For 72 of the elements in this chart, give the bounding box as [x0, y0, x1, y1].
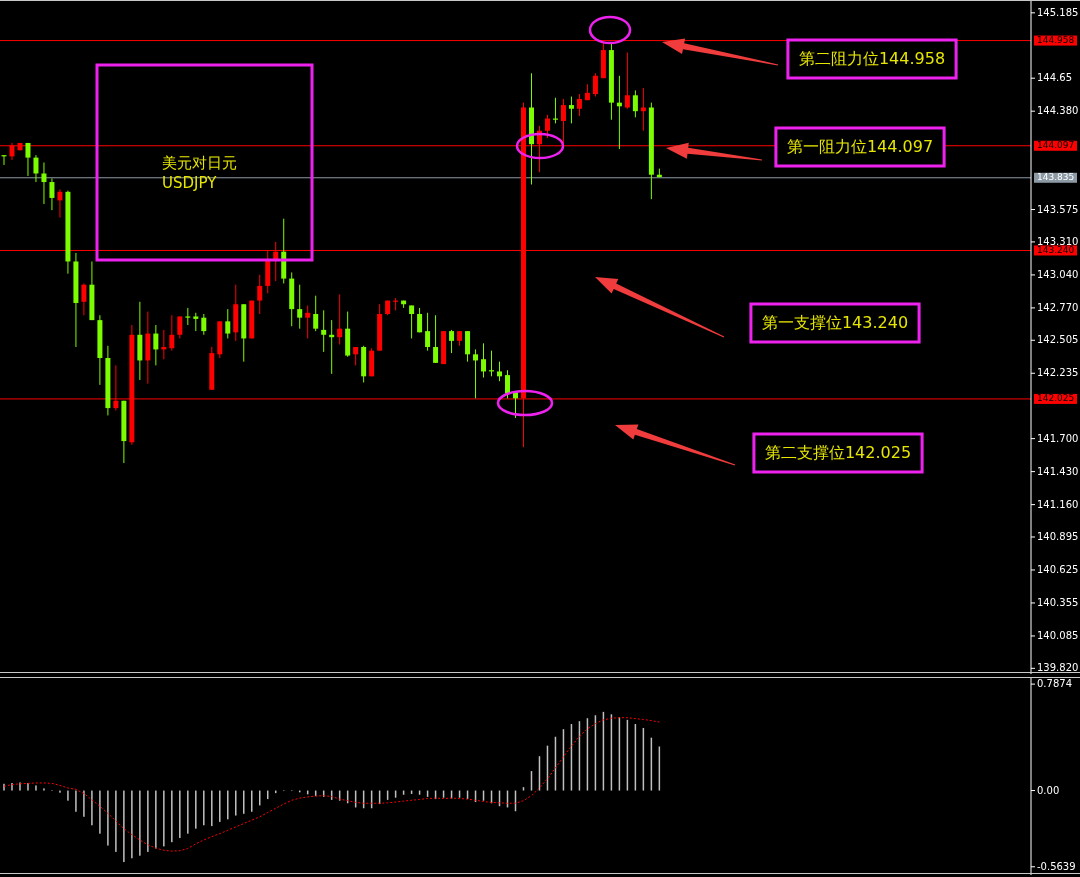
- y-tick-label: 142.505: [1037, 334, 1079, 346]
- y-tick-label: 139.820: [1037, 662, 1079, 674]
- candlestick: [505, 369, 511, 399]
- y-tick-label: 0.7874: [1037, 678, 1072, 690]
- annotation: 第二支撑位142.025: [764, 442, 912, 462]
- price-label: 144.958: [1034, 35, 1077, 46]
- candlestick: [560, 98, 566, 145]
- y-tick-label: 142.770: [1037, 301, 1079, 313]
- candlestick: [193, 312, 199, 332]
- candlestick: [592, 72, 598, 98]
- candlestick: [544, 114, 550, 139]
- text: 美元对日元: [162, 153, 237, 172]
- y-tick-label: -0.5639: [1037, 860, 1076, 872]
- price-label: 143.240: [1034, 244, 1077, 256]
- price-label: 143.835: [1034, 172, 1077, 183]
- y-tick-label: 145.185: [1037, 6, 1079, 18]
- candlestick: [449, 329, 455, 354]
- annotation: 第二阻力位144.958: [798, 48, 946, 68]
- candlestick: [49, 177, 55, 211]
- candlestick: [425, 312, 431, 352]
- y-tick-label: 140.085: [1037, 629, 1079, 641]
- y-tick-label: 0.00: [1037, 784, 1060, 796]
- annotation: 第二支撑位142.025: [752, 432, 924, 474]
- candlestick: [337, 293, 343, 346]
- y-tick-label: 140.355: [1037, 596, 1079, 608]
- price-label: 144.097: [1034, 140, 1077, 151]
- candlestick: [313, 295, 319, 332]
- y-tick-label: 141.160: [1037, 498, 1079, 510]
- candlestick: [465, 330, 471, 363]
- candlestick: [81, 282, 87, 316]
- candlestick: [169, 314, 175, 352]
- y-tick-label: 144.65: [1037, 72, 1072, 84]
- candlestick: [624, 52, 630, 110]
- candlestick: [297, 284, 303, 330]
- y-tick-label: 140.895: [1037, 530, 1079, 542]
- y-tick-label: 143.040: [1037, 268, 1079, 280]
- candlestick: [568, 96, 574, 124]
- annotation: 第一阻力位144.097: [774, 126, 946, 168]
- candlestick: [497, 361, 503, 382]
- candlestick: [177, 315, 183, 339]
- candlestick: [33, 154, 39, 183]
- y-tick-label: 140.625: [1037, 563, 1079, 575]
- annotation: 第一支撑位143.240: [761, 312, 909, 332]
- candlestick: [153, 324, 159, 366]
- candlestick: [473, 348, 479, 399]
- y-tick-label: 141.700: [1037, 432, 1079, 444]
- candlestick: [25, 142, 31, 177]
- annotation: 第一支撑位143.240: [749, 302, 921, 344]
- candlestick: [57, 188, 63, 218]
- y-tick-label: 141.430: [1037, 465, 1079, 477]
- candlestick: [576, 93, 582, 117]
- candlestick: [433, 314, 439, 364]
- candlestick: [353, 346, 359, 366]
- y-tick-label: 144.380: [1037, 105, 1079, 117]
- candlestick: [409, 304, 415, 339]
- text: USDJPY: [162, 173, 218, 192]
- price-label: 142.025: [1034, 393, 1077, 404]
- annotation: 第一阻力位144.097: [786, 136, 934, 156]
- candlestick: [41, 162, 47, 205]
- y-tick-label: 143.310: [1037, 235, 1079, 247]
- candlestick: [305, 304, 311, 339]
- candlestick: [632, 89, 638, 118]
- candlestick: [481, 342, 487, 379]
- candlestick: [257, 274, 263, 315]
- candlestick: [321, 309, 327, 353]
- candlestick: [225, 308, 231, 339]
- candlestick: [201, 313, 207, 336]
- y-tick-label: 142.235: [1037, 367, 1079, 379]
- candlestick: [417, 307, 423, 333]
- y-tick-label: 143.575: [1037, 203, 1079, 215]
- line-series: [3, 717, 660, 852]
- annotation: 第二阻力位144.958: [786, 38, 958, 80]
